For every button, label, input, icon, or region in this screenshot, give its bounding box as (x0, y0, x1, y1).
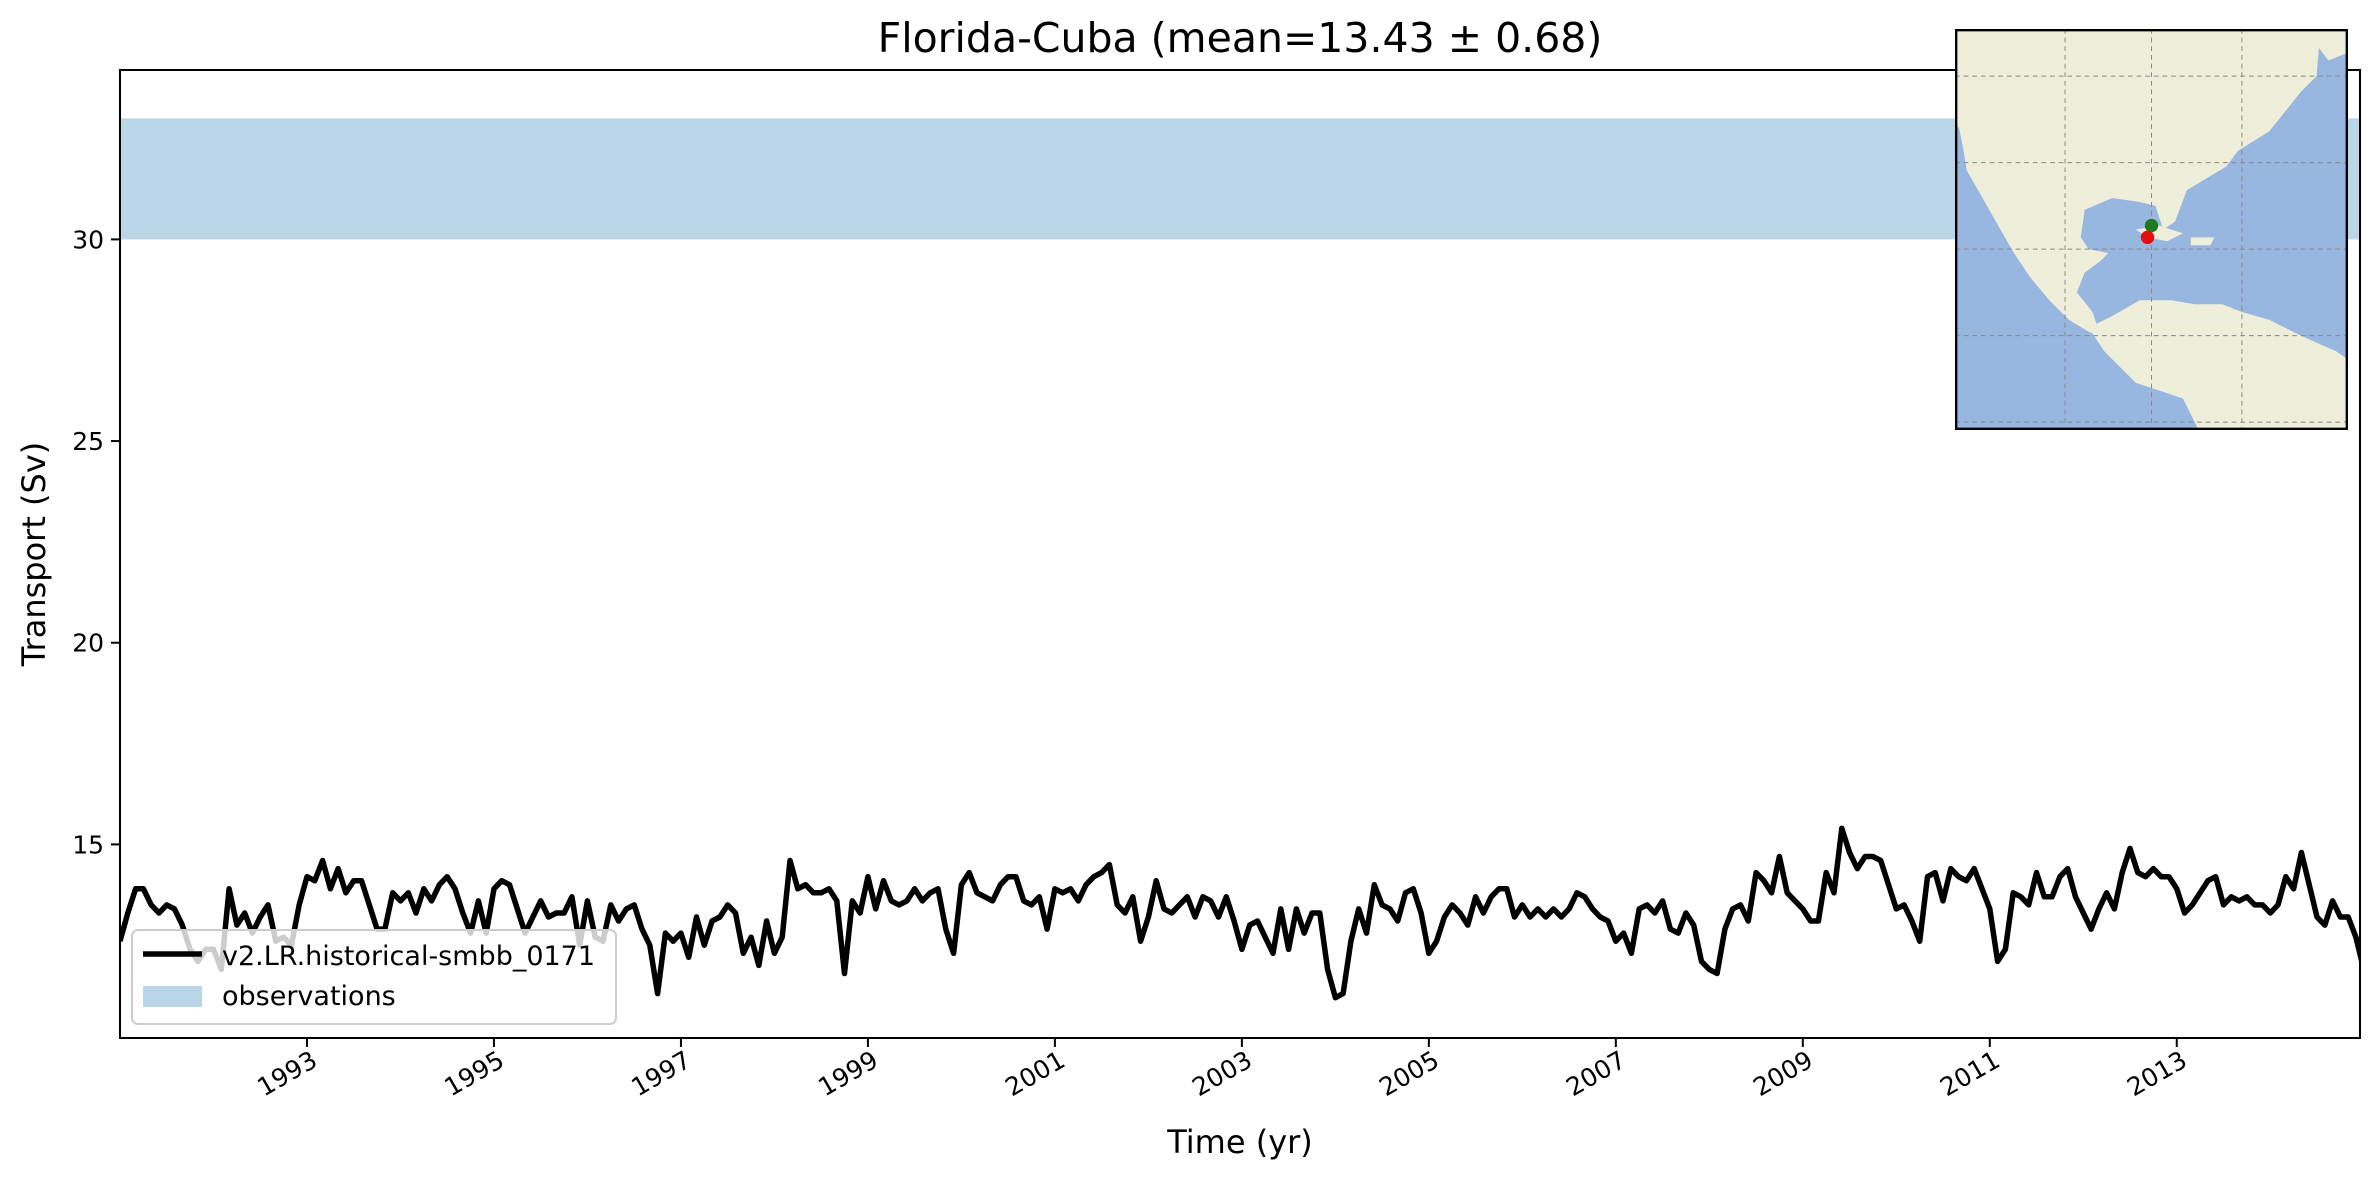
y-tick-label: 15 (72, 830, 104, 859)
x-axis-label: Time (yr) (1166, 1123, 1313, 1161)
chart-title: Florida-Cuba (mean=13.43 ± 0.68) (878, 14, 1603, 62)
x-tick-label: 2001 (1000, 1045, 1070, 1102)
hispaniola-land (2190, 237, 2215, 246)
x-tick-label: 1995 (439, 1045, 509, 1102)
greenland-land (2308, 29, 2348, 61)
south-america-land (2088, 300, 2348, 430)
x-tick-label: 1999 (813, 1045, 883, 1102)
section-end-marker-green (2144, 218, 2159, 233)
x-tick-label: 1997 (626, 1045, 696, 1102)
inset-map (1955, 29, 2348, 430)
legend-label-observations: observations (222, 981, 396, 1012)
legend: v2.LR.historical-smbb_0171 observations (131, 929, 617, 1025)
section-end-marker-red (2140, 230, 2155, 245)
x-tick-label: 2003 (1187, 1045, 1257, 1102)
x-tick-label: 2007 (1561, 1045, 1631, 1102)
x-tick-label: 2005 (1374, 1045, 1444, 1102)
x-axis: 1993 1995 1997 1999 2001 2003 2005 2007 2009 2011… (252, 1038, 2192, 1102)
inset-map-canvas (1955, 29, 2348, 430)
y-axis: 15 20 25 30 (72, 225, 120, 859)
y-tick-label: 20 (72, 629, 104, 658)
x-tick-label: 1993 (252, 1045, 322, 1102)
plot-frame (119, 69, 2361, 1039)
inset-map-frame (1955, 29, 2348, 430)
x-tick-label: 2013 (2122, 1045, 2192, 1102)
legend-frame (131, 929, 617, 1025)
x-tick-label: 2009 (1748, 1045, 1818, 1102)
x-tick-label: 2011 (1935, 1045, 2005, 1102)
y-tick-label: 25 (72, 427, 104, 456)
legend-band-swatch (143, 986, 202, 1007)
legend-label-model: v2.LR.historical-smbb_0171 (222, 941, 595, 972)
north-america-land (1955, 29, 2321, 336)
series-line-v2-lr-historical (120, 825, 2360, 1001)
y-tick-label: 30 (72, 225, 104, 254)
y-axis-label: Transport (Sv) (15, 442, 53, 668)
